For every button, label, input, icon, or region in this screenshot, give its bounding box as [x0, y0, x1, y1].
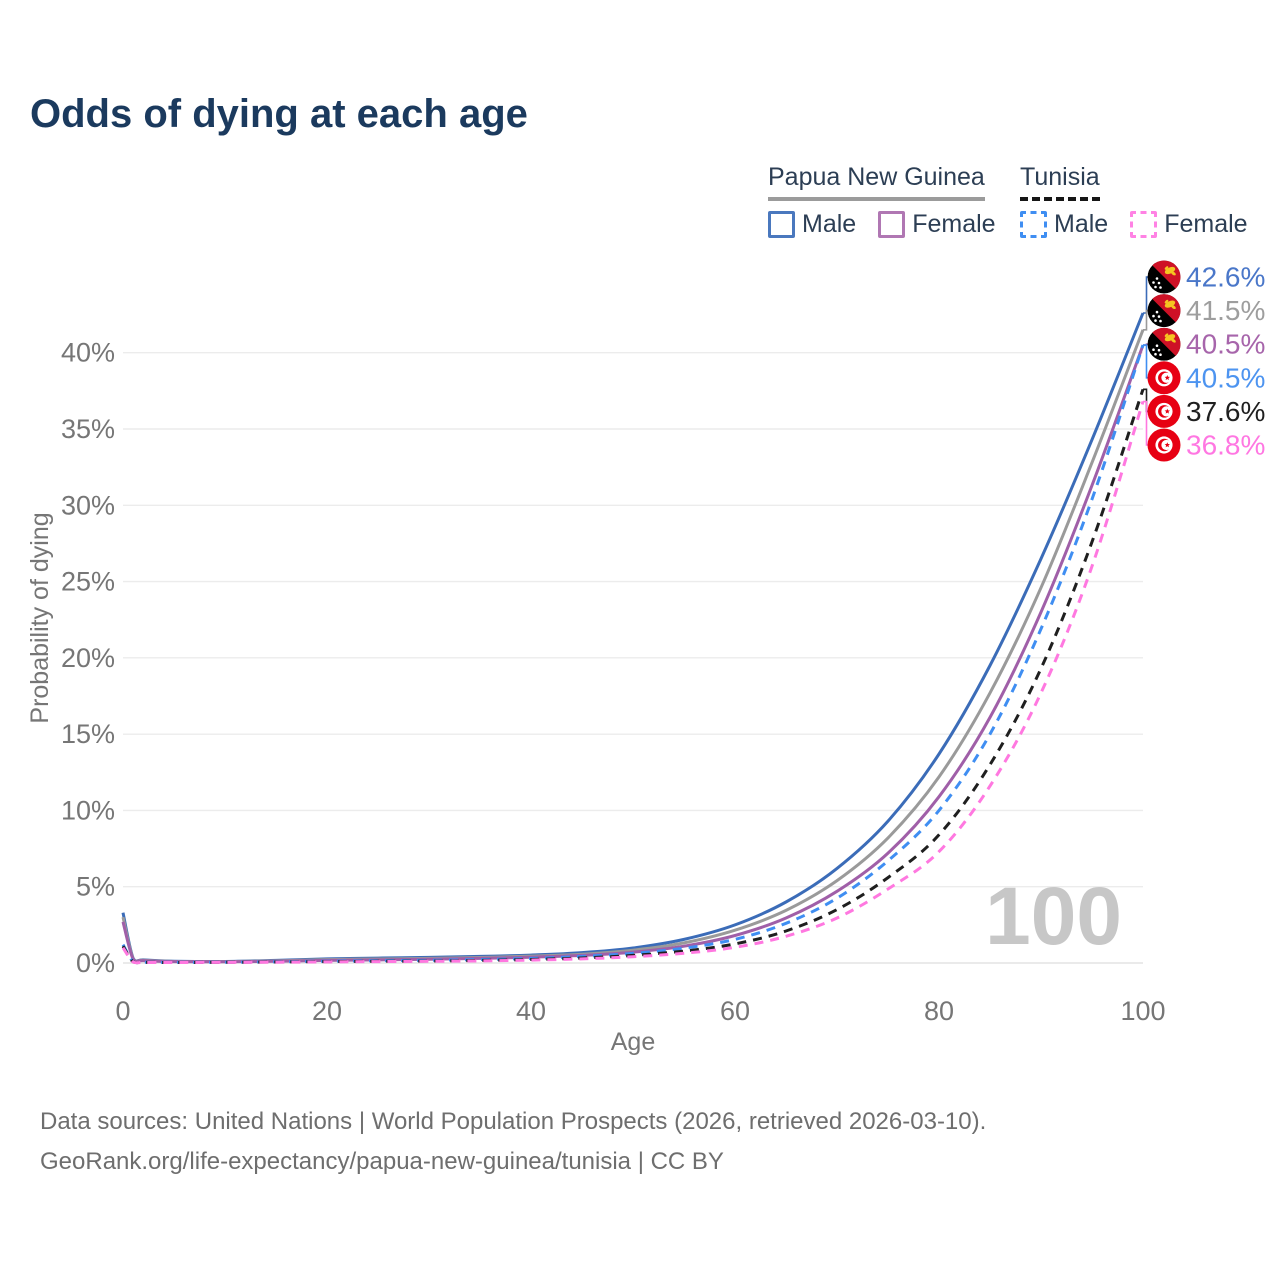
tunisia-female-swatch-icon [1130, 211, 1158, 238]
papua-new-guinea-flag-icon [1147, 294, 1181, 328]
png-male-swatch-icon [768, 211, 795, 238]
legend-group-papua-new-guinea: Papua New Guinea Male Female [768, 163, 996, 239]
y-tick-label: 10% [61, 795, 115, 825]
y-tick-label: 20% [61, 643, 115, 673]
series-line-papua-new-guinea-female [121, 344, 1145, 964]
y-tick-label: 30% [61, 490, 115, 520]
legend-label-tunisia-female: Female [1164, 210, 1248, 238]
end-value-label-tunisia-both-sexes: 37.6% [1186, 396, 1265, 427]
x-axis-title: Age [611, 1028, 655, 1056]
y-tick-label: 35% [61, 414, 115, 444]
x-tick-label: 80 [924, 996, 954, 1026]
series-line-papua-new-guinea-both-sexes [121, 329, 1145, 964]
papua-new-guinea-flag-icon [1147, 260, 1181, 294]
y-axis-title: Probability of dying [26, 512, 54, 723]
x-tick-label: 0 [115, 996, 130, 1026]
tunisia-flag-icon [1147, 428, 1181, 462]
end-value-label-tunisia-female: 36.8% [1186, 430, 1265, 461]
y-tick-label: 5% [76, 872, 115, 902]
end-value-label-tunisia-male: 40.5% [1186, 362, 1265, 393]
x-tick-label: 40 [516, 996, 546, 1026]
end-value-label-papua-new-guinea-male: 42.6% [1186, 262, 1265, 293]
attribution-link-text: GeoRank.org/life-expectancy/papua-new-gu… [40, 1148, 724, 1175]
end-value-label-papua-new-guinea-both-sexes: 41.5% [1186, 295, 1265, 326]
legend-item-png-male[interactable]: Male [768, 210, 856, 239]
tunisia-flag-icon [1147, 361, 1181, 395]
legend-country-papua-new-guinea[interactable]: Papua New Guinea [768, 163, 985, 201]
end-value-label-papua-new-guinea-female: 40.5% [1186, 329, 1265, 360]
x-tick-label: 20 [312, 996, 342, 1026]
y-tick-label: 15% [61, 719, 115, 749]
y-tick-label: 25% [61, 567, 115, 597]
legend-country-tunisia[interactable]: Tunisia [1020, 163, 1100, 201]
legend-item-tunisia-female[interactable]: Female [1130, 210, 1248, 239]
watermark-age-100: 100 [985, 871, 1122, 962]
legend-label-png-male: Male [802, 210, 857, 238]
y-tick-label: 40% [61, 338, 115, 368]
tunisia-male-swatch-icon [1020, 211, 1047, 238]
series-line-papua-new-guinea-male [121, 312, 1145, 964]
papua-new-guinea-flag-icon [1147, 327, 1181, 361]
legend-item-png-female[interactable]: Female [878, 210, 996, 239]
legend-label-tunisia-male: Male [1054, 210, 1109, 238]
legend-item-tunisia-male[interactable]: Male [1020, 210, 1108, 239]
data-sources-text: Data sources: United Nations | World Pop… [40, 1108, 987, 1135]
page-title: Odds of dying at each age [30, 92, 528, 136]
png-female-swatch-icon [878, 211, 906, 238]
legend-label-png-female: Female [912, 210, 996, 238]
legend-group-tunisia: Tunisia Male Female [1020, 163, 1248, 239]
x-tick-label: 100 [1120, 996, 1165, 1026]
series-line-tunisia-male [121, 344, 1145, 965]
x-tick-label: 60 [720, 996, 750, 1026]
y-tick-label: 0% [76, 948, 115, 978]
tunisia-flag-icon [1147, 394, 1181, 428]
